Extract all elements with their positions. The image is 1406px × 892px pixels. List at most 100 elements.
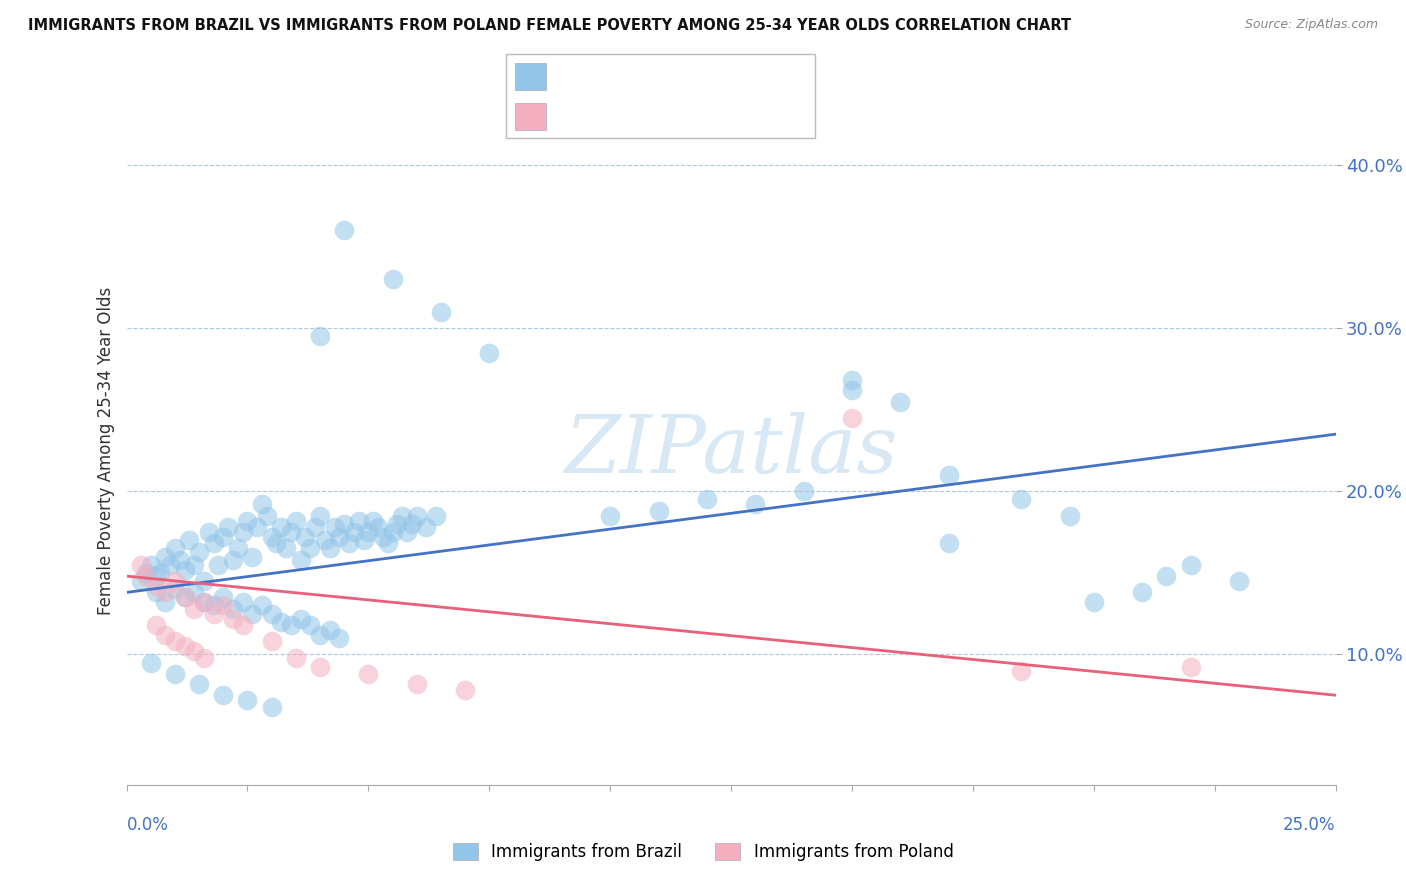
Point (405, 508, 427, 523)
Point (299, 541, 322, 556)
Point (260, 530, 283, 544)
Point (401, 516, 423, 531)
Point (1059, 508, 1081, 523)
Point (179, 533, 201, 548)
Point (193, 595, 215, 609)
Point (309, 660, 332, 674)
Point (396, 524, 419, 539)
Point (202, 599, 225, 613)
Point (163, 582, 186, 596)
Point (183, 585, 205, 599)
Point (193, 595, 215, 609)
Point (183, 644, 205, 658)
Point (155, 595, 177, 609)
Point (377, 536, 399, 550)
Point (889, 394, 911, 409)
Point (841, 383, 863, 397)
Point (357, 667, 380, 681)
Point (139, 558, 162, 572)
Point (381, 524, 404, 539)
Point (328, 631, 350, 645)
Point (212, 599, 235, 613)
Point (222, 553, 245, 567)
Point (1180, 660, 1202, 674)
Point (318, 623, 340, 637)
Point (415, 520, 437, 534)
Point (314, 533, 336, 548)
Point (478, 345, 501, 359)
Point (599, 508, 621, 523)
Point (155, 628, 177, 642)
Point (163, 667, 186, 681)
Point (841, 373, 863, 387)
Point (232, 524, 254, 539)
Point (193, 650, 215, 665)
Point (163, 574, 186, 588)
Bar (516, 62, 547, 90)
Point (250, 497, 273, 511)
Point (337, 536, 360, 550)
Point (260, 634, 283, 648)
Point (135, 569, 157, 583)
Point (145, 585, 167, 599)
Point (155, 585, 177, 599)
Text: 25.0%: 25.0% (1284, 816, 1336, 834)
Text: ZIPatlas: ZIPatlas (564, 412, 898, 489)
Point (197, 524, 219, 539)
Point (318, 541, 340, 556)
Point (173, 591, 195, 605)
Point (260, 699, 283, 714)
Point (841, 410, 863, 425)
Text: IMMIGRANTS FROM BRAZIL VS IMMIGRANTS FROM POLAND FEMALE POVERTY AMONG 25-34 YEAR: IMMIGRANTS FROM BRAZIL VS IMMIGRANTS FRO… (28, 18, 1071, 33)
Point (226, 541, 249, 556)
Y-axis label: Female Poverty Among 25-34 Year Olds: Female Poverty Among 25-34 Year Olds (97, 286, 115, 615)
Point (391, 508, 413, 523)
Point (183, 601, 205, 615)
Point (240, 549, 263, 564)
FancyBboxPatch shape (506, 54, 815, 138)
Point (169, 553, 191, 567)
Point (193, 574, 215, 588)
Point (145, 569, 167, 583)
Point (1180, 558, 1202, 572)
Point (647, 504, 669, 518)
Text: R = -0.267    N =  27: R = -0.267 N = 27 (562, 107, 766, 125)
Point (333, 516, 356, 531)
Point (240, 607, 263, 621)
Point (696, 492, 718, 507)
Point (284, 650, 307, 665)
Point (163, 634, 186, 648)
Point (343, 524, 366, 539)
Point (173, 563, 195, 577)
Point (163, 541, 186, 556)
Point (217, 520, 239, 534)
Point (280, 524, 302, 539)
Point (129, 574, 152, 588)
Point (270, 615, 292, 629)
Point (173, 591, 195, 605)
Point (294, 530, 316, 544)
Text: Source: ZipAtlas.com: Source: ZipAtlas.com (1244, 18, 1378, 31)
Point (188, 677, 211, 691)
Point (938, 536, 960, 550)
Point (304, 520, 326, 534)
Legend: Immigrants from Brazil, Immigrants from Poland: Immigrants from Brazil, Immigrants from … (453, 843, 953, 862)
Point (284, 514, 307, 528)
Point (1010, 492, 1032, 507)
Point (333, 223, 356, 237)
Point (793, 484, 815, 499)
Point (353, 533, 375, 548)
Point (183, 558, 205, 572)
Point (155, 549, 177, 564)
Point (387, 516, 409, 531)
Point (290, 611, 312, 625)
Point (149, 566, 172, 580)
Point (276, 541, 298, 556)
Point (222, 611, 245, 625)
Point (260, 607, 283, 621)
Point (1010, 664, 1032, 678)
Point (361, 514, 384, 528)
Point (430, 305, 453, 319)
Point (367, 520, 389, 534)
Point (256, 508, 278, 523)
